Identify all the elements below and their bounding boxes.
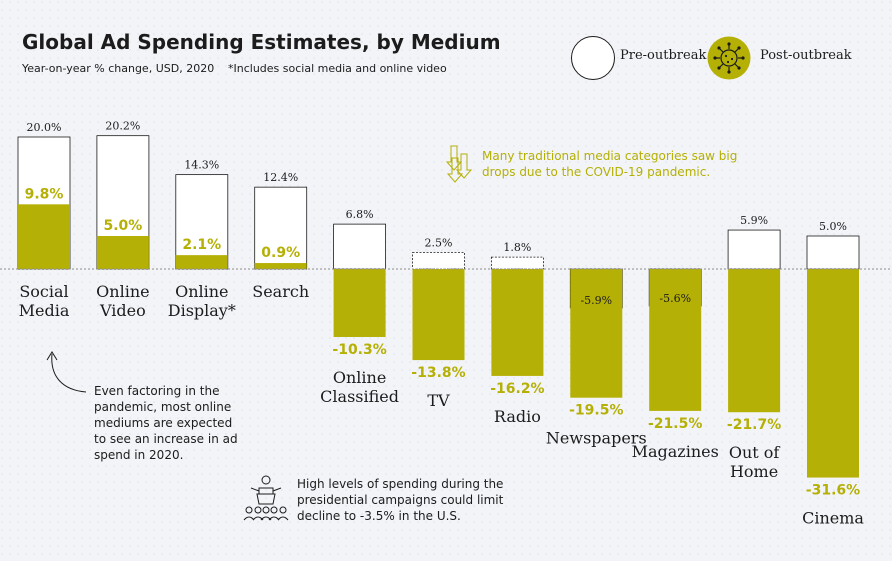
pre-outbreak-bar — [727, 229, 781, 270]
pre-outbreak-value-label: -5.6% — [659, 292, 691, 305]
pre-outbreak-value-label: 5.0% — [819, 220, 847, 233]
post-outbreak-value-label: -16.2% — [490, 381, 544, 397]
category-label: Magazines — [632, 442, 719, 461]
legend-post-label: Post-outbreak — [760, 48, 852, 63]
post-outbreak-value-label: 2.1% — [182, 237, 221, 253]
category-label: Online — [333, 368, 386, 387]
pre-outbreak-value-label: -5.9% — [580, 294, 612, 307]
post-outbreak-bar — [807, 269, 859, 478]
post-outbreak-value-label: 0.9% — [261, 245, 300, 261]
category-label: Social — [19, 282, 68, 301]
category-label: Search — [252, 282, 309, 301]
category-label: Out of — [729, 443, 781, 462]
pre-outbreak-value-label: 20.0% — [27, 121, 62, 134]
pre-outbreak-value-label: 14.3% — [184, 159, 219, 172]
chart-footnote: *Includes social media and online video — [228, 62, 447, 75]
post-outbreak-value-label: -10.3% — [332, 342, 386, 358]
election-note: High levels of spending during the presi… — [297, 477, 504, 523]
pre-outbreak-legend-icon — [571, 36, 615, 80]
pre-outbreak-value-label: 2.5% — [425, 237, 453, 250]
post-outbreak-value-label: -13.8% — [411, 365, 465, 381]
post-outbreak-bar — [333, 269, 386, 337]
post-outbreak-value-label: 9.8% — [25, 186, 64, 202]
post-outbreak-bar — [254, 263, 307, 269]
pre-outbreak-value-label: 12.4% — [263, 171, 298, 184]
post-outbreak-bar — [649, 269, 702, 411]
traditional-media-note: Many traditional media categories saw bi… — [482, 149, 738, 179]
category-label: Classified — [320, 387, 399, 406]
pre-outbreak-bar — [333, 223, 387, 270]
post-outbreak-value-label: -21.5% — [648, 416, 702, 432]
post-outbreak-bar — [728, 269, 781, 413]
virus-circle-icon — [707, 36, 751, 80]
legend-pre-label: Pre-outbreak — [620, 48, 707, 63]
pre-outbreak-value-label: 6.8% — [346, 208, 374, 221]
post-outbreak-value-label: 5.0% — [103, 218, 142, 234]
pre-outbreak-bar — [806, 235, 860, 270]
post-outbreak-value-label: -31.6% — [806, 483, 860, 499]
category-label: Online — [175, 282, 228, 301]
curved-arrow-icon — [46, 351, 87, 393]
category-label: Radio — [494, 407, 541, 426]
pre-outbreak-bar — [254, 186, 308, 270]
pre-outbreak-bar — [490, 256, 544, 270]
podium-audience-icon — [243, 475, 289, 521]
category-label: TV — [427, 391, 450, 410]
chart-title: Global Ad Spending Estimates, by Medium — [22, 30, 501, 54]
category-label: Home — [730, 462, 778, 481]
category-label: Online — [96, 282, 149, 301]
chart-subtitle: Year-on-year % change, USD, 2020 — [22, 62, 215, 75]
down-arrows-icon — [445, 145, 473, 183]
online-note: Even factoring in the pandemic, most onl… — [94, 384, 238, 462]
pre-outbreak-value-label: 20.2% — [105, 120, 140, 133]
post-outbreak-value-label: -19.5% — [569, 403, 623, 419]
category-label: Video — [99, 301, 146, 320]
category-label: Display* — [168, 301, 236, 320]
category-label: Media — [19, 301, 70, 320]
post-outbreak-bar — [412, 269, 465, 361]
pre-outbreak-bar — [412, 252, 465, 270]
post-outbreak-bar — [491, 269, 544, 376]
post-outbreak-value-label: -21.7% — [727, 417, 781, 433]
post-outbreak-bar — [175, 255, 228, 269]
pre-outbreak-bar — [175, 174, 229, 270]
post-outbreak-bar — [570, 269, 623, 398]
pre-outbreak-value-label: 5.9% — [740, 214, 768, 227]
post-outbreak-bar — [96, 236, 149, 269]
category-label: Cinema — [802, 509, 864, 528]
post-outbreak-bar — [18, 204, 70, 269]
category-label: Newspapers — [546, 429, 647, 448]
pre-outbreak-value-label: 1.8% — [503, 241, 531, 254]
